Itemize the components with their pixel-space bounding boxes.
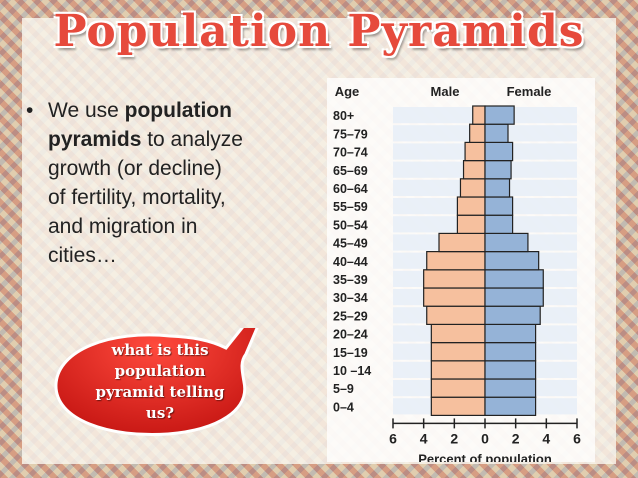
male-bar: [430, 342, 486, 362]
x-tick-label: 4: [542, 430, 550, 446]
age-tick-label: 40–44: [333, 255, 368, 269]
bullet-line: pyramids to analyze: [48, 125, 296, 154]
female-bar: [484, 232, 529, 253]
male-header: Male: [431, 84, 460, 99]
x-tick-label: 0: [481, 430, 489, 446]
bullet-fragment: and migration in: [48, 215, 198, 238]
age-tick-label: 55–59: [333, 200, 368, 214]
bullet-fragment: of fertility, mortality,: [48, 186, 226, 209]
callout-line: pyramid telling: [95, 383, 225, 401]
male-bar: [430, 396, 486, 417]
bullet-line: of fertility, mortality,: [48, 183, 296, 212]
bullet-fragment: We use: [48, 99, 125, 122]
age-tick-label: 50–54: [333, 218, 368, 232]
bullet-fragment: to analyze: [141, 128, 243, 151]
callout-line: us?: [145, 404, 175, 422]
male-bar: [464, 141, 486, 162]
male-bar: [469, 123, 486, 144]
age-tick-label: 75–79: [333, 127, 368, 141]
age-tick-label: 5–9: [333, 382, 354, 396]
x-tick-label: 4: [420, 430, 428, 446]
female-header: Female: [507, 84, 552, 99]
male-bar: [462, 159, 486, 180]
age-tick-label: 60–64: [333, 182, 368, 196]
female-bar: [484, 141, 514, 162]
age-tick-label: 25–29: [333, 309, 368, 323]
age-tick-label: 80+: [333, 109, 354, 123]
x-tick-label: 2: [450, 430, 458, 446]
male-bar: [456, 196, 486, 216]
female-bar: [484, 196, 514, 216]
male-bar: [438, 232, 486, 253]
bullet-fragment: pyramids: [48, 128, 142, 151]
slide-title: Population Pyramids: [53, 6, 585, 57]
male-bar: [472, 105, 486, 125]
female-bar: [484, 123, 509, 144]
age-tick-label: 45–49: [333, 237, 368, 251]
female-bar: [484, 287, 544, 307]
speech-bubble-shape: [54, 328, 259, 437]
female-bar: [484, 342, 537, 362]
female-bar: [484, 323, 537, 344]
age-tick-label: 35–39: [333, 273, 368, 287]
female-bar: [484, 305, 541, 325]
age-tick-label: 0–4: [333, 400, 354, 414]
female-bar: [484, 105, 515, 125]
age-tick-label: 15–19: [333, 346, 368, 360]
bullet-dot: •: [26, 99, 34, 122]
male-bar: [456, 214, 486, 234]
female-bar: [484, 251, 540, 271]
x-axis-label: Percent of population: [418, 451, 552, 462]
bullet-line: cities…: [48, 241, 296, 270]
male-bar: [459, 178, 486, 198]
bullet-text: We use population pyramids to analyze grow…: [48, 96, 296, 270]
age-tick-label: 70–74: [333, 146, 368, 160]
x-tick-label: 6: [573, 430, 581, 446]
population-pyramid-chart: Age Male Female 0–4 5–9 10 –14 15–19 20–24 25–29…: [327, 78, 595, 462]
bullet-fragment: growth (or decline): [48, 157, 222, 180]
speech-bubble: [54, 328, 259, 437]
male-bar: [426, 251, 486, 271]
x-tick-label: 6: [389, 430, 397, 446]
bullet-paragraph: • We use population pyramids to analyze gr…: [26, 96, 296, 270]
female-bar: [484, 178, 511, 198]
bullet-line: growth (or decline): [48, 154, 296, 183]
age-tick-label: 20–24: [333, 328, 368, 342]
bullet-fragment: cities…: [48, 244, 117, 267]
male-bar: [426, 305, 486, 325]
callout-line: what is this: [111, 341, 209, 359]
bullet-line: We use population: [48, 96, 296, 125]
female-bar: [484, 159, 512, 180]
bullet-line: and migration in: [48, 212, 296, 241]
x-tick-label: 2: [512, 430, 520, 446]
age-tick-label: 10 –14: [333, 364, 371, 378]
callout-line: population: [114, 362, 206, 380]
age-tick-label: 30–34: [333, 291, 368, 305]
male-bar: [423, 269, 486, 289]
male-bar: [430, 360, 486, 380]
female-bar: [484, 269, 544, 289]
male-bar: [423, 287, 486, 307]
age-header: Age: [335, 84, 360, 99]
female-bar: [484, 378, 537, 398]
male-bar: [430, 323, 486, 344]
female-bar: [484, 214, 514, 234]
female-bar: [484, 360, 537, 380]
female-bar: [484, 396, 537, 417]
bullet-fragment: population: [124, 99, 232, 122]
age-tick-label: 65–69: [333, 164, 368, 178]
callout-text: what is this population pyramid telling us?: [90, 340, 230, 424]
male-bar: [430, 378, 486, 398]
